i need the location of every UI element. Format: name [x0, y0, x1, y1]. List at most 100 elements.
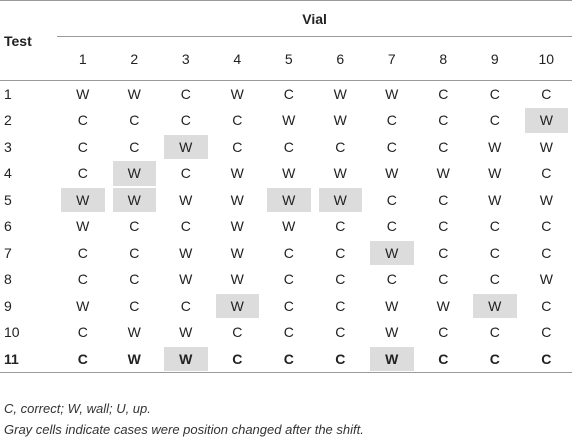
result-cell: C — [160, 213, 212, 240]
result-cell: C — [469, 319, 521, 346]
result-cell: C — [57, 134, 109, 161]
test-number-cell: 7 — [0, 240, 57, 267]
shaded-result-cell: W — [469, 293, 521, 320]
result-cell: W — [57, 293, 109, 320]
result-cell: W — [160, 240, 212, 267]
vial-column-header: Vial — [57, 1, 572, 37]
result-cell: W — [160, 319, 212, 346]
result-cell: C — [263, 346, 315, 373]
result-cell: W — [212, 160, 264, 187]
footnote-gray-cells: Gray cells indicate cases were position … — [4, 419, 364, 440]
vial-number-header: 2 — [109, 37, 161, 81]
result-cell: C — [521, 293, 572, 320]
result-cell: C — [418, 240, 470, 267]
result-cell: C — [366, 213, 418, 240]
result-cell: C — [418, 266, 470, 293]
result-cell: W — [315, 81, 367, 108]
result-cell: C — [315, 213, 367, 240]
result-cell: C — [315, 346, 367, 373]
result-cell: C — [521, 81, 572, 108]
test-column-header: Test — [0, 1, 57, 81]
result-cell: C — [212, 107, 264, 134]
result-cell: W — [160, 266, 212, 293]
result-cell: W — [109, 81, 161, 108]
result-cell: C — [521, 346, 572, 373]
result-cell: C — [315, 240, 367, 267]
result-cell: C — [57, 266, 109, 293]
result-cell: C — [366, 266, 418, 293]
test-number-cell: 2 — [0, 107, 57, 134]
result-cell: W — [263, 107, 315, 134]
result-cell: C — [315, 319, 367, 346]
result-cell: W — [366, 293, 418, 320]
result-cell: W — [418, 160, 470, 187]
table-footnotes: C, correct; W, wall; U, up. Gray cells i… — [4, 398, 364, 440]
result-cell: C — [109, 240, 161, 267]
result-cell: C — [160, 293, 212, 320]
test-number-cell: 6 — [0, 213, 57, 240]
result-cell: C — [418, 107, 470, 134]
shaded-result-cell: W — [521, 107, 572, 134]
result-cell: C — [160, 81, 212, 108]
result-cell: C — [263, 266, 315, 293]
result-cell: W — [212, 240, 264, 267]
result-cell: W — [521, 187, 572, 214]
result-cell: W — [212, 81, 264, 108]
footnote-abbreviations: C, correct; W, wall; U, up. — [4, 398, 364, 419]
result-cell: C — [366, 107, 418, 134]
result-cell: W — [57, 81, 109, 108]
result-cell: W — [521, 134, 572, 161]
result-cell: C — [263, 293, 315, 320]
vial-number-header: 8 — [418, 37, 470, 81]
test-number-cell: 8 — [0, 266, 57, 293]
shaded-result-cell: W — [366, 240, 418, 267]
result-cell: C — [109, 107, 161, 134]
result-cell: C — [315, 134, 367, 161]
result-cell: W — [315, 107, 367, 134]
result-cell: C — [57, 240, 109, 267]
result-cell: C — [366, 134, 418, 161]
result-cell: C — [469, 107, 521, 134]
result-cell: W — [109, 319, 161, 346]
result-cell: W — [263, 213, 315, 240]
result-cell: C — [160, 160, 212, 187]
vial-number-header: 3 — [160, 37, 212, 81]
test-number-cell: 1 — [0, 81, 57, 108]
result-cell: C — [315, 293, 367, 320]
shaded-result-cell: W — [57, 187, 109, 214]
result-cell: C — [57, 160, 109, 187]
result-cell: W — [469, 134, 521, 161]
result-cell: C — [109, 293, 161, 320]
vial-number-header: 1 — [57, 37, 109, 81]
result-cell: C — [521, 160, 572, 187]
result-cell: W — [366, 81, 418, 108]
result-cell: C — [469, 240, 521, 267]
result-cell: W — [160, 187, 212, 214]
result-cell: C — [418, 81, 470, 108]
vial-number-header: 6 — [315, 37, 367, 81]
result-cell: C — [109, 266, 161, 293]
result-cell: C — [212, 346, 264, 373]
result-cell: C — [469, 266, 521, 293]
result-cell: W — [366, 319, 418, 346]
result-cell: C — [57, 319, 109, 346]
result-cell: W — [418, 293, 470, 320]
result-cell: C — [521, 213, 572, 240]
result-cell: W — [315, 160, 367, 187]
result-cell: C — [263, 240, 315, 267]
result-cell: C — [366, 187, 418, 214]
result-cell: C — [160, 107, 212, 134]
shaded-result-cell: W — [212, 293, 264, 320]
result-cell: C — [109, 213, 161, 240]
vial-number-header: 7 — [366, 37, 418, 81]
